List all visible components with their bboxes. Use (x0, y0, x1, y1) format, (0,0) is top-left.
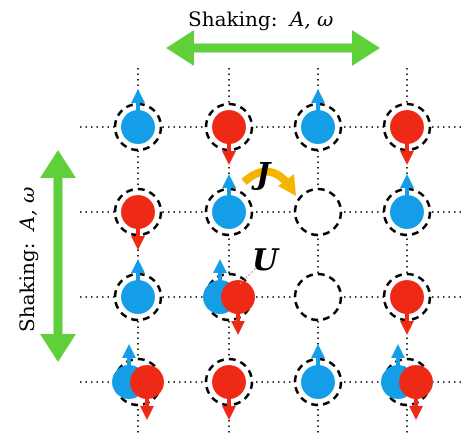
spin-up-atom (121, 89, 155, 144)
spin-up-atom (212, 174, 246, 229)
lattice-site (204, 174, 254, 237)
spin-down-atom (390, 110, 424, 165)
lattice-site (203, 259, 255, 335)
spin-down-atom (212, 110, 246, 165)
tunneling-label: J (251, 157, 272, 192)
spin-up-atom (301, 344, 335, 399)
lattice-site (293, 187, 343, 237)
spin-up-atom (301, 89, 335, 144)
site-boundary (293, 272, 343, 322)
spin-down-atom (121, 195, 155, 250)
interaction-label: U (252, 243, 280, 278)
horizontal-shaking-arrow (166, 30, 380, 66)
lattice-site (293, 344, 343, 407)
spin-down-atom (390, 280, 424, 335)
lattice-site (382, 102, 432, 165)
vertical-shaking-arrow (40, 150, 76, 362)
spin-up-atom (121, 259, 155, 314)
lattice-site (204, 357, 254, 420)
lattice-site (113, 187, 163, 250)
lattice-site (204, 102, 254, 165)
spin-down-atom (221, 280, 255, 335)
spin-down-atom (130, 365, 164, 420)
spin-down-atom (399, 365, 433, 420)
spin-down-atom (212, 365, 246, 420)
lattice-site (113, 89, 163, 152)
spin-up-atom (390, 174, 424, 229)
lattice-site (293, 272, 343, 322)
top-shaking-label: Shaking: A, ω (188, 7, 333, 31)
lattice-sites (112, 89, 433, 420)
lattice-site (382, 174, 432, 237)
lattice-site (112, 344, 164, 420)
site-boundary (293, 187, 343, 237)
lattice-site (382, 272, 432, 335)
lattice-site (293, 89, 343, 152)
tunneling-arrow (241, 167, 296, 196)
lattice-site (381, 344, 433, 420)
left-shaking-label: Shaking: A, ω (15, 187, 39, 332)
lattice-site (113, 259, 163, 322)
